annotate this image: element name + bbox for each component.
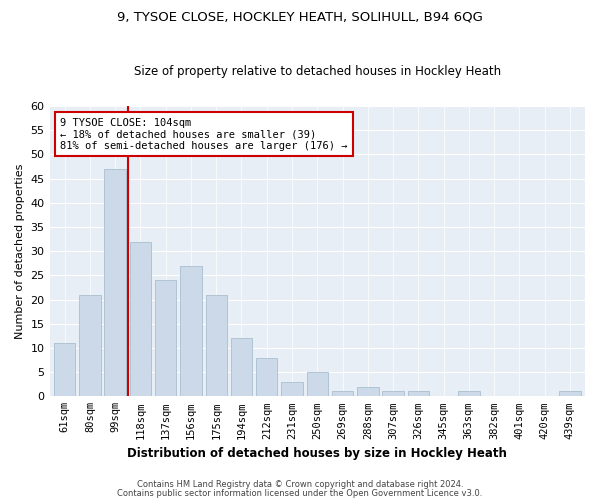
Bar <box>155 280 176 396</box>
Text: 9, TYSOE CLOSE, HOCKLEY HEATH, SOLIHULL, B94 6QG: 9, TYSOE CLOSE, HOCKLEY HEATH, SOLIHULL,… <box>117 10 483 23</box>
Bar <box>559 392 581 396</box>
Bar <box>231 338 252 396</box>
Bar <box>281 382 303 396</box>
Bar <box>54 343 76 396</box>
Bar <box>458 392 479 396</box>
Bar <box>307 372 328 396</box>
Title: Size of property relative to detached houses in Hockley Heath: Size of property relative to detached ho… <box>134 66 501 78</box>
Bar <box>382 392 404 396</box>
Text: Contains HM Land Registry data © Crown copyright and database right 2024.: Contains HM Land Registry data © Crown c… <box>137 480 463 489</box>
Bar <box>357 386 379 396</box>
X-axis label: Distribution of detached houses by size in Hockley Heath: Distribution of detached houses by size … <box>127 447 507 460</box>
Bar <box>130 242 151 396</box>
Bar <box>104 169 126 396</box>
Bar <box>79 294 101 396</box>
Bar <box>256 358 277 397</box>
Bar <box>180 266 202 396</box>
Y-axis label: Number of detached properties: Number of detached properties <box>15 164 25 339</box>
Text: 9 TYSOE CLOSE: 104sqm
← 18% of detached houses are smaller (39)
81% of semi-deta: 9 TYSOE CLOSE: 104sqm ← 18% of detached … <box>60 118 348 151</box>
Bar <box>407 392 429 396</box>
Bar <box>332 392 353 396</box>
Text: Contains public sector information licensed under the Open Government Licence v3: Contains public sector information licen… <box>118 488 482 498</box>
Bar <box>206 294 227 396</box>
